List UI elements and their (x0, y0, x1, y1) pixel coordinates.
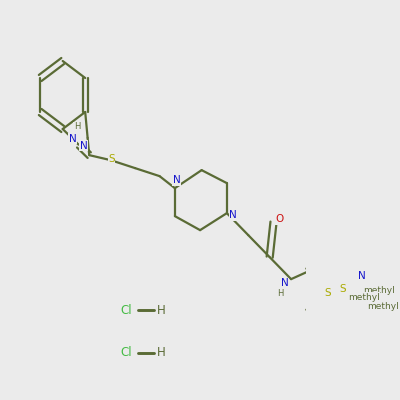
Text: N: N (69, 134, 76, 144)
Text: N: N (80, 141, 88, 151)
Text: N: N (281, 278, 289, 288)
Text: H: H (277, 289, 284, 298)
Text: S: S (340, 284, 346, 294)
Text: O: O (276, 214, 284, 224)
Text: H: H (157, 346, 166, 360)
Text: S: S (108, 154, 115, 164)
Text: Cl: Cl (120, 304, 132, 316)
Text: H: H (74, 122, 80, 131)
Text: methyl: methyl (363, 286, 395, 295)
Text: methyl: methyl (367, 302, 399, 311)
Text: H: H (157, 304, 166, 316)
Text: N: N (358, 271, 366, 281)
Text: N: N (172, 175, 180, 185)
Text: S: S (324, 288, 331, 298)
Text: N: N (229, 210, 237, 220)
Text: Cl: Cl (120, 346, 132, 360)
Text: methyl: methyl (348, 293, 380, 302)
